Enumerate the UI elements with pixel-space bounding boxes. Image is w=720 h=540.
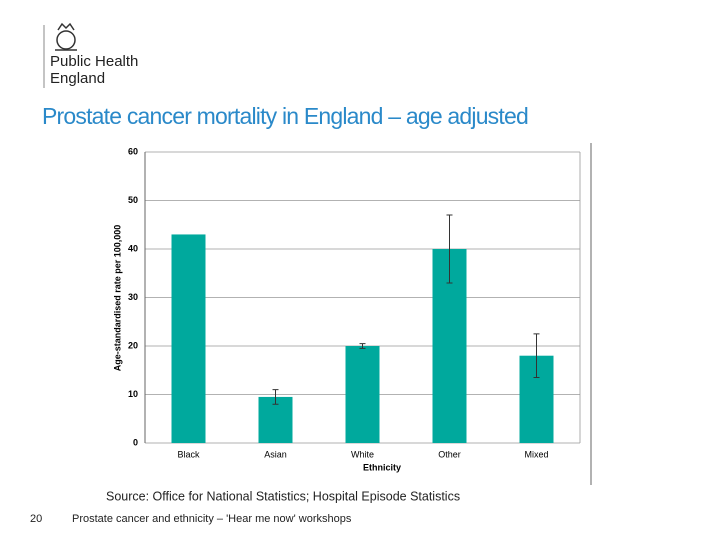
x-tick-label: Black bbox=[177, 449, 200, 459]
slide-title: Prostate cancer mortality in England – a… bbox=[42, 103, 528, 129]
y-tick-label: 0 bbox=[133, 437, 138, 447]
x-tick-label: Mixed bbox=[524, 449, 548, 459]
page-number: 20 bbox=[30, 513, 42, 525]
bar bbox=[345, 346, 380, 443]
logo-text: Public Health bbox=[50, 53, 138, 70]
bar bbox=[171, 234, 206, 443]
x-tick-label: Other bbox=[438, 449, 461, 459]
x-tick-label: Asian bbox=[264, 449, 287, 459]
y-tick-label: 40 bbox=[128, 243, 138, 253]
footer-text: Prostate cancer and ethnicity – 'Hear me… bbox=[72, 513, 352, 525]
y-tick-label: 50 bbox=[128, 195, 138, 205]
y-tick-label: 10 bbox=[128, 389, 138, 399]
crest bbox=[55, 22, 77, 51]
error-bar bbox=[272, 389, 279, 405]
y-tick-label: 60 bbox=[128, 146, 138, 156]
logo-text: England bbox=[50, 70, 105, 87]
x-axis-label: Ethnicity bbox=[363, 462, 401, 472]
y-tick-label: 20 bbox=[128, 340, 138, 350]
error-bar bbox=[533, 333, 540, 379]
source-note: Source: Office for National Statistics; … bbox=[106, 489, 460, 503]
error-bar bbox=[359, 343, 366, 349]
error-bar bbox=[446, 214, 453, 284]
y-tick-label: 30 bbox=[128, 292, 138, 302]
y-axis-label: Age-standardised rate per 100,000 bbox=[112, 225, 122, 372]
x-tick-label: White bbox=[351, 449, 374, 459]
